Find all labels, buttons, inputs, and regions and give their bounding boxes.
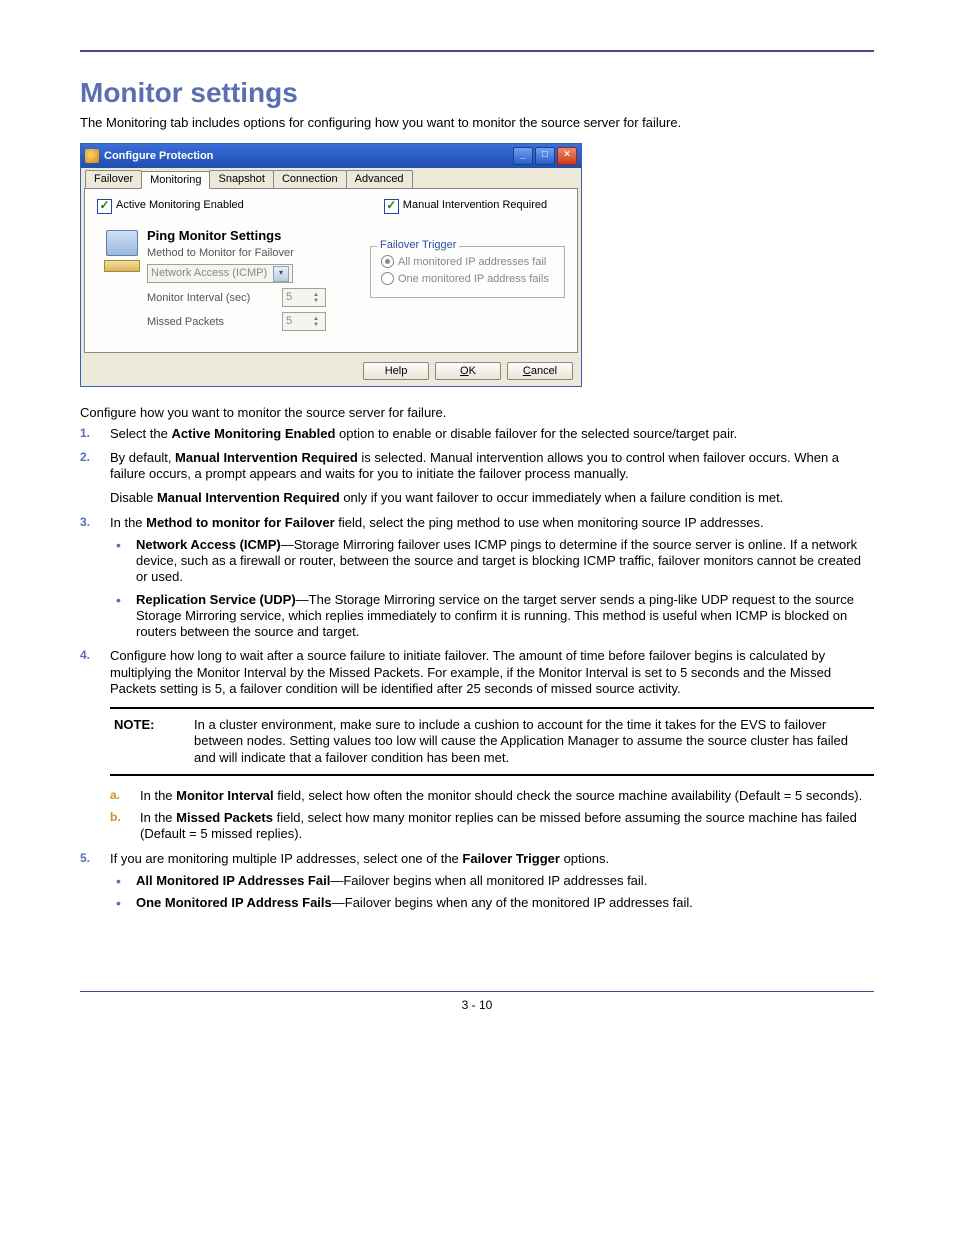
trigger-all-radio[interactable] bbox=[381, 255, 394, 268]
step-3-bullet-1: Network Access (ICMP)—Storage Mirroring … bbox=[110, 537, 874, 586]
monitor-icon bbox=[106, 230, 138, 256]
chevron-down-icon: ▾ bbox=[273, 266, 289, 282]
post-image-text: Configure how you want to monitor the so… bbox=[80, 405, 874, 421]
tab-failover[interactable]: Failover bbox=[85, 170, 142, 188]
missed-label: Missed Packets bbox=[147, 316, 282, 328]
ok-button[interactable]: OK bbox=[435, 362, 501, 380]
page-number: 3 - 10 bbox=[462, 998, 493, 1012]
tab-snapshot[interactable]: Snapshot bbox=[209, 170, 273, 188]
close-button[interactable]: × bbox=[557, 147, 577, 165]
help-button[interactable]: Help bbox=[363, 362, 429, 380]
method-label: Method to Monitor for Failover bbox=[147, 247, 294, 259]
tab-monitoring[interactable]: Monitoring bbox=[141, 171, 210, 189]
button-row: Help OK Cancel bbox=[81, 356, 581, 386]
active-monitoring-label: Active Monitoring Enabled bbox=[116, 199, 244, 211]
app-icon bbox=[85, 149, 99, 163]
step-2: 2. By default, Manual Intervention Requi… bbox=[80, 450, 874, 507]
interval-spinner[interactable]: 5 ▲▼ bbox=[282, 288, 326, 307]
trigger-one-radio[interactable] bbox=[381, 272, 394, 285]
method-combo[interactable]: Network Access (ICMP) ▾ bbox=[147, 264, 293, 283]
main-list: 1. Select the Active Monitoring Enabled … bbox=[80, 426, 874, 912]
minimize-button[interactable]: _ bbox=[513, 147, 533, 165]
interval-label: Monitor Interval (sec) bbox=[147, 292, 282, 304]
step-5: 5. If you are monitoring multiple IP add… bbox=[80, 851, 874, 912]
maximize-button[interactable]: □ bbox=[535, 147, 555, 165]
intro-text: The Monitoring tab includes options for … bbox=[80, 115, 874, 131]
page-heading: Monitor settings bbox=[80, 77, 874, 109]
trigger-one-label: One monitored IP address fails bbox=[398, 273, 549, 285]
trigger-legend: Failover Trigger bbox=[377, 239, 459, 251]
step-4b: b. In the Missed Packets field, select h… bbox=[110, 810, 874, 843]
trigger-all-label: All monitored IP addresses fail bbox=[398, 256, 546, 268]
interval-value: 5 bbox=[286, 290, 292, 305]
step-1: 1. Select the Active Monitoring Enabled … bbox=[80, 426, 874, 442]
tab-body: ✓ Active Monitoring Enabled ✓ Manual Int… bbox=[84, 188, 578, 353]
tab-row: Failover Monitoring Snapshot Connection … bbox=[81, 168, 581, 188]
manual-intervention-label: Manual Intervention Required bbox=[403, 199, 547, 214]
manual-intervention-checkbox[interactable]: ✓ bbox=[384, 199, 399, 214]
ping-section-title: Ping Monitor Settings bbox=[147, 228, 362, 243]
network-icon bbox=[104, 260, 140, 272]
missed-value: 5 bbox=[286, 314, 292, 329]
tab-advanced[interactable]: Advanced bbox=[346, 170, 413, 188]
window-mock: Configure Protection _ □ × Failover Moni… bbox=[80, 143, 582, 387]
missed-spinner[interactable]: 5 ▲▼ bbox=[282, 312, 326, 331]
cancel-button[interactable]: Cancel bbox=[507, 362, 573, 380]
top-rule bbox=[80, 50, 874, 52]
step-3-bullet-2: Replication Service (UDP)—The Storage Mi… bbox=[110, 592, 874, 641]
step-4a: a. In the Monitor Interval field, select… bbox=[110, 788, 874, 804]
method-value: Network Access (ICMP) bbox=[151, 266, 267, 281]
note-label: NOTE: bbox=[114, 717, 194, 766]
window-title: Configure Protection bbox=[104, 150, 213, 162]
step-3: 3. In the Method to monitor for Failover… bbox=[80, 515, 874, 641]
device-icon-column bbox=[97, 228, 147, 336]
note-box: NOTE: In a cluster environment, make sur… bbox=[110, 707, 874, 776]
titlebar: Configure Protection _ □ × bbox=[81, 144, 581, 168]
footer: 3 - 10 bbox=[80, 991, 874, 1012]
failover-trigger-group: Failover Trigger All monitored IP addres… bbox=[370, 246, 565, 298]
step-5-bullet-1: All Monitored IP Addresses Fail—Failover… bbox=[110, 873, 874, 889]
note-text: In a cluster environment, make sure to i… bbox=[194, 717, 870, 766]
step-5-bullet-2: One Monitored IP Address Fails—Failover … bbox=[110, 895, 874, 911]
step-4: 4. Configure how long to wait after a so… bbox=[80, 648, 874, 842]
tab-connection[interactable]: Connection bbox=[273, 170, 347, 188]
active-monitoring-checkbox[interactable]: ✓ bbox=[97, 199, 112, 214]
